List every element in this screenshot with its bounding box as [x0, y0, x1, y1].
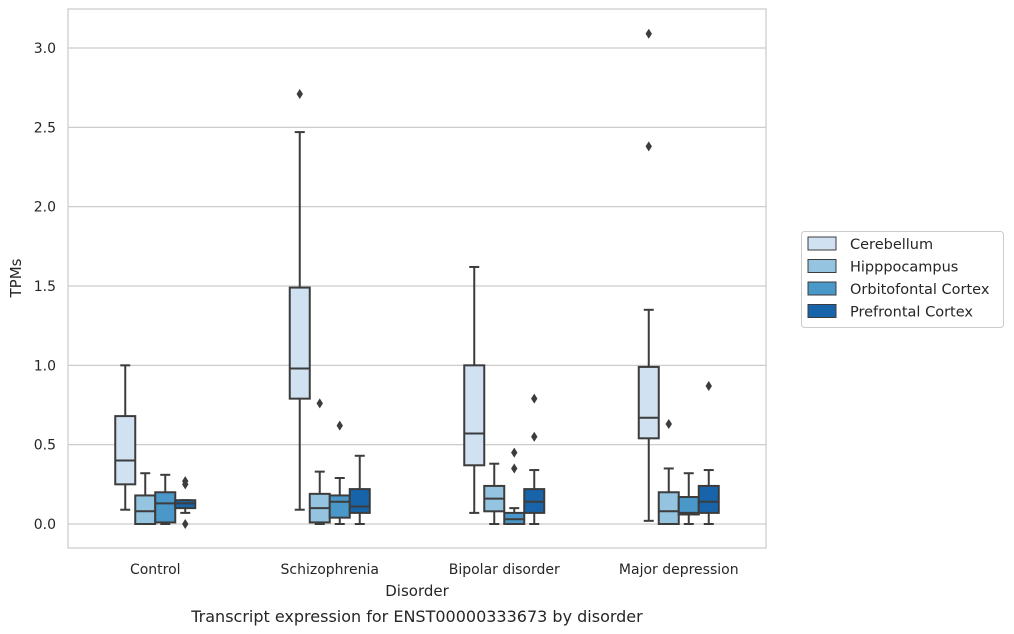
- box-iqr: [134, 494, 157, 526]
- box-iqr: [697, 484, 720, 514]
- y-axis-title: TPMs: [7, 258, 25, 298]
- y-tick-label: 2.0: [34, 200, 56, 216]
- legend-swatch: [807, 236, 837, 251]
- x-tick-label: Control: [130, 562, 181, 578]
- outlier-point: [336, 420, 343, 431]
- box-0-3: [637, 28, 660, 522]
- outlier-point: [531, 431, 538, 442]
- y-tick-label: 0.0: [34, 517, 56, 533]
- box-1-2: [483, 462, 506, 525]
- grid-lines: [68, 47, 766, 525]
- box-iqr: [677, 496, 700, 516]
- legend-label: Hipppocampus: [850, 260, 958, 276]
- box-3-2: [523, 393, 546, 525]
- plot-area-frame: [67, 8, 767, 549]
- box-0-0: [114, 364, 137, 511]
- x-tick-label: Major depression: [619, 562, 739, 578]
- outlier-point: [296, 89, 303, 100]
- box-iqr: [348, 488, 371, 514]
- outlier-point: [645, 28, 652, 39]
- box-iqr: [463, 364, 486, 467]
- box-3-3: [697, 380, 720, 525]
- y-tick-labels: 0.0 0.5 1.0 1.5 2.0 2.5 3.0: [34, 41, 56, 533]
- box-2-3: [677, 472, 700, 525]
- box-3-1: [348, 454, 371, 525]
- legend-swatch: [807, 281, 837, 296]
- y-tick-label: 2.5: [34, 120, 56, 136]
- legend-frame: [801, 231, 1004, 328]
- outlier-point: [665, 419, 672, 430]
- outlier-point: [316, 398, 323, 409]
- box-iqr: [328, 494, 351, 519]
- y-tick-label: 1.0: [34, 358, 56, 374]
- box-iqr: [154, 491, 177, 524]
- box-2-0: [154, 473, 177, 525]
- box-0-2: [463, 265, 486, 514]
- box-iqr: [637, 365, 660, 440]
- x-tick-labels: Control Schizophrenia Bipolar disorder Majo…: [130, 562, 739, 578]
- box-iqr: [657, 491, 680, 525]
- box-1-0: [134, 472, 157, 526]
- box-iqr: [288, 286, 311, 400]
- box-1-1: [308, 398, 331, 525]
- legend: Cerebellum Hipppocampus Orbitofontal Corte…: [801, 231, 1004, 328]
- y-tick-label: 3.0: [34, 41, 56, 57]
- legend-swatch: [807, 304, 837, 318]
- box-2-1: [328, 420, 351, 525]
- outlier-point: [511, 447, 518, 458]
- x-tick-label: Bipolar disorder: [449, 562, 560, 578]
- chart-caption: Transcript expression for ENST0000033367…: [190, 607, 643, 626]
- y-tick-label: 0.5: [34, 438, 56, 454]
- outlier-point: [645, 141, 652, 152]
- box-2-2: [503, 447, 526, 525]
- legend-label: Orbitofontal Cortex: [850, 282, 990, 298]
- x-axis-title: Disorder: [385, 582, 449, 600]
- outlier-point: [531, 393, 538, 404]
- legend-swatch: [807, 259, 837, 273]
- box-iqr: [114, 415, 137, 486]
- box-series: [114, 28, 720, 529]
- y-tick-label: 1.5: [34, 279, 56, 295]
- legend-label: Prefrontal Cortex: [850, 305, 973, 321]
- outlier-point: [511, 463, 518, 474]
- outlier-point: [705, 380, 712, 391]
- x-tick-label: Schizophrenia: [281, 562, 379, 578]
- outlier-point: [182, 519, 189, 529]
- legend-label: Cerebellum: [850, 237, 933, 253]
- box-0-1: [288, 89, 311, 511]
- box-1-3: [657, 419, 680, 525]
- outlier-point: [182, 476, 189, 487]
- box-3-0: [174, 476, 197, 529]
